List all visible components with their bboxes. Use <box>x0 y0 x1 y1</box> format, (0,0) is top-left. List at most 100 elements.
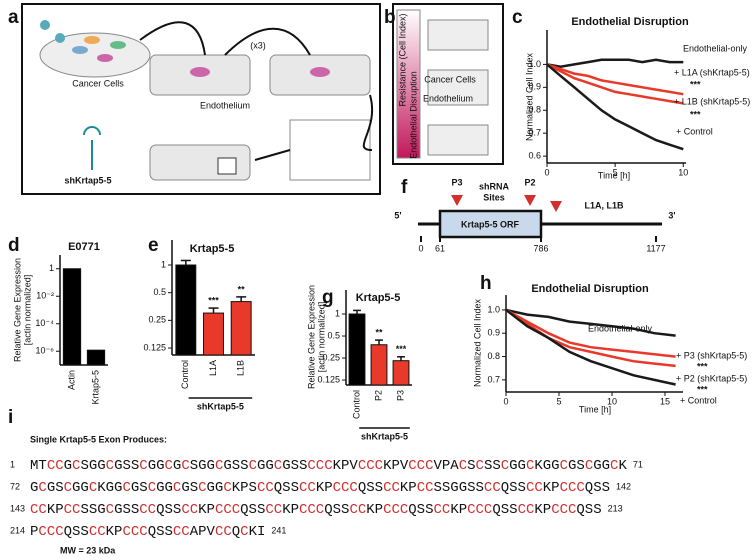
panel-label: g <box>322 287 334 308</box>
sequence-line: MTCCGCSGGCGSSCGGCGCSGGCGSSCGGCGSSCCCKPVC… <box>30 458 627 474</box>
significance: *** <box>690 109 701 119</box>
x-tick-label: Actin <box>66 370 76 390</box>
label: Cancer Cells <box>424 74 476 84</box>
y-axis-label: [actin normalized] <box>316 302 326 373</box>
label: P2 <box>524 177 535 187</box>
series-label: + P2 (shKrtap5-5) <box>676 373 747 383</box>
significance: *** <box>396 344 407 354</box>
x-tick-label: Krtap5-5 <box>90 370 100 405</box>
x-tick-label: P2 <box>373 390 383 401</box>
schematic <box>21 3 381 195</box>
x-tick-label: P3 <box>395 390 405 401</box>
panel-label: i <box>8 407 13 428</box>
hairpin <box>83 126 101 170</box>
y-tick-label: 0.9 <box>487 328 500 338</box>
sequence-line: CCKPCCSSGCGSSCCQSSCCKPCCCQSSCCKPCCCQSSCC… <box>30 502 602 518</box>
y-tick-label: 0.25 <box>148 315 166 325</box>
bar <box>348 313 366 386</box>
x-tick-label: 0 <box>503 396 508 406</box>
arrow <box>254 149 291 161</box>
y-tick-label: 0.6 <box>528 150 541 160</box>
position-label: 786 <box>533 243 548 253</box>
chart-title: Endothelial Disruption <box>571 16 689 28</box>
molecular-weight: MW = 23 kDa <box>60 545 116 555</box>
y-tick-label: 0.7 <box>487 374 500 384</box>
series-label: + P3 (shKrtap5-5) <box>676 350 747 360</box>
x-tick-label: 5 <box>613 167 618 177</box>
line-start: 72 <box>10 481 20 491</box>
x-axis-label: Time [h] <box>598 170 630 180</box>
position-label: 61 <box>435 243 445 253</box>
y-tick-label: 10⁻² <box>36 291 54 301</box>
series-line <box>546 63 684 151</box>
y-tick-label: 0.8 <box>487 351 500 361</box>
label: Endothelium <box>200 100 250 110</box>
sequence-line: GCGSCGGCKGGCGSCGGCGSCGGCKPSCCQSSCCKPCCCQ… <box>30 480 610 496</box>
x-tick-label: 15 <box>660 396 670 406</box>
bar <box>86 349 106 366</box>
bar <box>392 360 410 386</box>
series-label: + Control <box>676 126 713 136</box>
y-axis-label: [actin normalized] <box>22 275 32 346</box>
assay <box>392 3 504 165</box>
series-line <box>546 63 684 105</box>
series-label: + Control <box>680 395 717 405</box>
line-start: 1 <box>10 459 15 469</box>
series-line <box>505 308 676 368</box>
plate <box>289 119 371 181</box>
label: Cancer Cells <box>72 78 124 88</box>
series-line <box>505 308 676 386</box>
line-start: 143 <box>10 503 25 513</box>
arrow <box>224 27 311 56</box>
y-tick-label: 0.8 <box>528 105 541 115</box>
significance: *** <box>208 295 219 305</box>
x-tick-label: Control <box>351 390 361 419</box>
significance: *** <box>690 79 701 89</box>
panel-label: h <box>480 273 492 294</box>
cell <box>97 54 113 62</box>
chart-title: Endothelial Disruption <box>531 283 649 295</box>
line-start: 214 <box>10 525 25 535</box>
y-axis-label: Normalized Cell Index <box>472 298 482 387</box>
x-tick-label: 5 <box>556 396 561 406</box>
y-tick-label: 10⁻⁴ <box>35 318 54 328</box>
bar <box>203 312 224 356</box>
significance: ** <box>375 327 383 337</box>
y-tick-label: 1 <box>49 263 54 273</box>
virus <box>55 33 65 43</box>
panel-label: e <box>148 235 159 256</box>
label: Sites <box>483 192 505 202</box>
chart-title: E0771 <box>68 241 100 253</box>
series-label: Endothelial-only <box>683 43 748 53</box>
significance: ** <box>238 284 246 294</box>
line-end: 71 <box>633 459 643 469</box>
cell <box>310 67 330 77</box>
label: P3 <box>451 177 462 187</box>
cell <box>72 46 88 54</box>
meter <box>217 157 237 175</box>
arrow <box>139 21 206 56</box>
significance: *** <box>697 384 708 394</box>
series-label: + L1B (shKrtap5-5) <box>674 96 750 106</box>
cell <box>110 41 126 49</box>
label: Endothelial Disruption <box>408 71 418 159</box>
y-tick-label: 1 <box>335 308 340 318</box>
x-tick-label: L1A <box>208 360 218 376</box>
y-axis-label: Normalized Cell Index <box>524 52 534 141</box>
y-tick-label: 0.7 <box>528 128 541 138</box>
x-axis-label: Time [h] <box>579 404 611 414</box>
gradient <box>396 9 421 159</box>
y-axis-label: Relative Gene Expression <box>12 258 22 362</box>
x-tick-label: 0 <box>544 167 549 177</box>
line-end: 142 <box>616 481 631 491</box>
group-label: shKrtap5-5 <box>361 431 408 441</box>
label: Endothelium <box>423 93 473 103</box>
y-tick-label: 1 <box>161 259 166 269</box>
well <box>427 69 489 106</box>
site-marker <box>550 201 562 212</box>
x-tick-label: L1B <box>236 360 246 376</box>
series-label: Endothelial-only <box>588 323 653 333</box>
sequence-title: Single Krtap5-5 Exon Produces: <box>30 434 167 444</box>
position-label: 0 <box>418 243 423 253</box>
